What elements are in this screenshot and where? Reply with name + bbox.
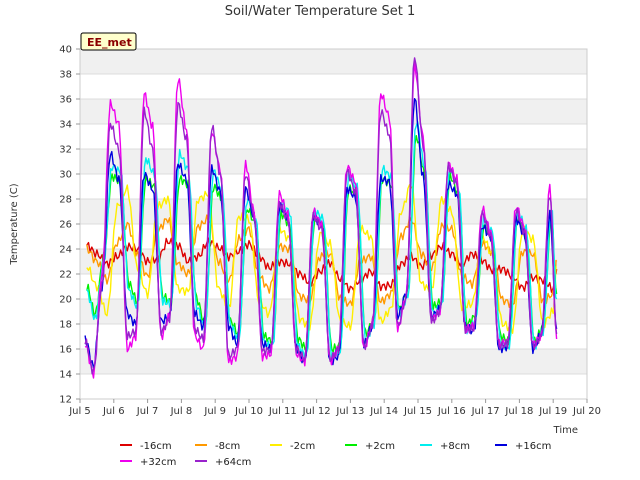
grid-band	[80, 124, 587, 149]
grid-band	[80, 149, 587, 174]
series-line-+8cm	[86, 121, 558, 362]
grid-band	[80, 174, 587, 199]
x-tick-label: Jul 8	[170, 406, 193, 417]
x-tick-label: Jul 13	[335, 406, 364, 417]
y-tick-label: 36	[59, 95, 72, 106]
chart-title: Soil/Water Temperature Set 1	[225, 4, 416, 19]
y-tick-label: 28	[59, 195, 72, 206]
legend: -16cm -8cm -2cm +2cm +8cm +16cm +32cm +64cm	[120, 441, 551, 468]
x-tick-label: Jul 7	[136, 406, 159, 417]
y-tick-label: 40	[59, 45, 72, 56]
x-tick-label: Jul 6	[102, 406, 125, 417]
legend-label: -16cm	[140, 441, 172, 452]
x-tick-label: Jul 12	[302, 406, 331, 417]
y-tick-label: 30	[59, 170, 72, 181]
x-tick-label: Jul 15	[403, 406, 432, 417]
legend-label: +32cm	[140, 457, 176, 468]
station-badge: EE_met	[80, 32, 137, 51]
grid-band	[80, 99, 587, 124]
x-tick-label: Jul 5	[68, 406, 91, 417]
x-tick-label: Jul 14	[369, 406, 398, 417]
legend-label: +16cm	[515, 441, 551, 452]
x-tick-label: Jul 11	[268, 406, 297, 417]
x-tick-label: Jul 20	[572, 406, 601, 417]
grid-bands	[80, 49, 587, 399]
grid-band	[80, 274, 587, 299]
station-badge-box	[80, 32, 137, 51]
legend-label: +2cm	[365, 441, 395, 452]
x-tick-label: Jul 16	[437, 406, 466, 417]
y-tick-label: 16	[59, 345, 72, 356]
x-tick-label: Jul 9	[203, 406, 226, 417]
y-tick-label: 38	[59, 70, 72, 81]
x-tick-label: Jul 17	[471, 406, 500, 417]
legend-label: -8cm	[215, 441, 240, 452]
series-line-+64cm	[84, 57, 558, 375]
x-tick-label: Jul 18	[504, 406, 533, 417]
y-tick-label: 14	[59, 370, 72, 381]
grid-band	[80, 49, 587, 74]
y-axis-ticks: 12 14 16 18 20 22 24 26 28 30 32 34 36 38 40	[59, 45, 80, 406]
y-tick-label: 34	[59, 120, 72, 131]
legend-label: +8cm	[440, 441, 470, 452]
y-tick-label: 18	[59, 320, 72, 331]
x-tick-label: Jul 10	[234, 406, 263, 417]
y-tick-label: 12	[59, 395, 72, 406]
x-tick-label: Jul 19	[538, 406, 567, 417]
grid-band	[80, 374, 587, 399]
y-tick-label: 20	[59, 295, 72, 306]
legend-label: -2cm	[290, 441, 315, 452]
station-badge-label: EE_met	[87, 36, 132, 49]
x-axis-title: Time	[553, 425, 578, 436]
legend-label: +64cm	[215, 457, 251, 468]
grid-band	[80, 224, 587, 249]
y-axis-title: Temperature (C)	[9, 183, 20, 265]
y-tick-label: 26	[59, 220, 72, 231]
y-tick-label: 22	[59, 270, 72, 281]
series-layer	[84, 57, 558, 379]
grid-band	[80, 74, 587, 99]
y-tick-label: 32	[59, 145, 72, 156]
x-axis-ticks: Jul 5 Jul 6 Jul 7 Jul 8 Jul 9 Jul 10 Jul 11 Jul…	[68, 399, 601, 417]
y-tick-label: 24	[59, 245, 72, 256]
